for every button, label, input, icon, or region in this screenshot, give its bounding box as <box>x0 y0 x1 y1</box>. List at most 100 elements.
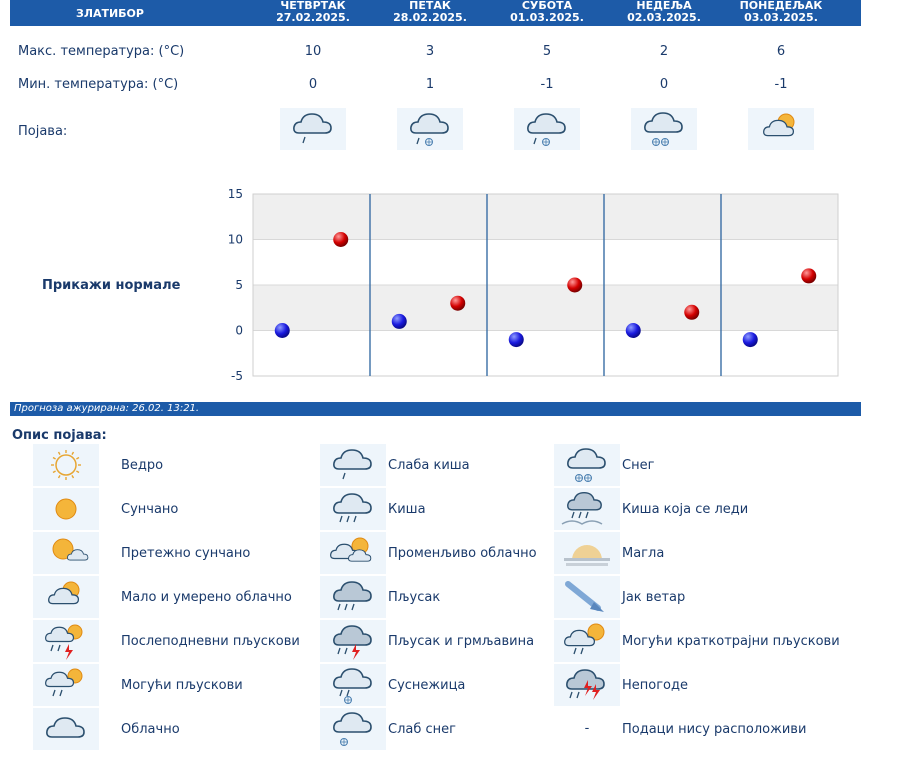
legend-label: Непогоде <box>622 678 688 693</box>
legend-label: Променљиво облачно <box>388 546 537 561</box>
light-snow-icon <box>320 708 386 750</box>
min-temp-value: 0 <box>308 77 318 92</box>
mostly-sunny-icon <box>33 532 99 574</box>
snow-icon <box>631 108 697 150</box>
rain-snow-icon <box>514 108 580 150</box>
strong-wind-icon <box>554 576 620 618</box>
legend-label: Могући пљускови <box>121 678 243 693</box>
legend-label: Слаб снег <box>388 722 456 737</box>
day-header: ПЕТАК 28.02.2025. <box>375 0 485 24</box>
day-date: 03.03.2025. <box>744 11 818 24</box>
location-name: ЗЛАТИБОР <box>76 7 144 20</box>
clear-icon <box>33 444 99 486</box>
y-tick-label: 5 <box>235 278 243 292</box>
shower-icon <box>320 576 386 618</box>
day-date: 02.03.2025. <box>627 11 701 24</box>
day-name: ПЕТАК <box>409 0 451 12</box>
possible-showers-icon <box>33 664 99 706</box>
day-name: ЧЕТВРТАК <box>280 0 346 12</box>
snow-icon <box>554 444 620 486</box>
max-temp-point <box>333 232 349 247</box>
day-header: СУБОТА 01.03.2025. <box>492 0 602 24</box>
legend-label: Киша <box>388 502 426 517</box>
chart-band <box>253 194 838 240</box>
min-temp-value: 0 <box>659 77 669 92</box>
max-temp-point <box>801 268 817 284</box>
day-name: ПОНЕДЕЉАК <box>739 0 823 12</box>
chart-band <box>253 239 838 285</box>
cloudy-icon <box>33 708 99 750</box>
chart-band <box>253 285 838 331</box>
brief-showers-icon <box>554 620 620 662</box>
forecast-header-bar <box>10 0 861 26</box>
day-header: ПОНЕДЕЉАК 03.03.2025. <box>726 0 836 24</box>
legend-label: Киша која се леди <box>622 502 749 517</box>
min-temp-value: -1 <box>774 77 788 92</box>
min-temp-point <box>742 332 758 348</box>
chart-frame <box>252 193 839 377</box>
rain-icon <box>320 488 386 530</box>
phenomena-label: Појава: <box>18 124 68 139</box>
y-tick-label: 0 <box>235 324 243 338</box>
day-header: НЕДЕЉА 02.03.2025. <box>609 0 719 24</box>
legend-label: Послеподневни пљускови <box>121 634 300 649</box>
sleet-icon <box>320 664 386 706</box>
y-tick-label: 10 <box>228 233 243 247</box>
day-name: НЕДЕЉА <box>636 0 692 12</box>
max-temp-value: 3 <box>425 44 435 59</box>
legend-label: Облачно <box>121 722 180 737</box>
min-temp-value: 1 <box>425 77 435 92</box>
storm-icon <box>554 664 620 706</box>
day-header: ЧЕТВРТАК 27.02.2025. <box>258 0 368 24</box>
variable-cloudy-icon <box>320 532 386 574</box>
legend-label: Суснежица <box>388 678 466 693</box>
legend-label: Пљусак и грмљавина <box>388 634 535 649</box>
day-date: 28.02.2025. <box>393 11 467 24</box>
legend-label: Ведро <box>121 458 164 473</box>
max-temp-value: 10 <box>304 44 322 59</box>
fog-icon <box>554 532 620 574</box>
legend-label: Мало и умерено облачно <box>121 590 292 605</box>
sunny-icon <box>33 488 99 530</box>
max-temp-point <box>567 277 583 293</box>
legend-label: Пљусак <box>388 590 441 605</box>
y-tick-label: 15 <box>228 187 243 201</box>
max-temp-point <box>684 304 700 320</box>
legend-title: Опис појава: <box>12 428 107 443</box>
afternoon-showers-icon <box>33 620 99 662</box>
min-temp-point <box>391 313 407 329</box>
legend-label: Слаба киша <box>388 458 470 473</box>
day-date: 01.03.2025. <box>510 11 584 24</box>
y-tick-label: -5 <box>231 369 243 383</box>
light-rain-icon <box>320 444 386 486</box>
chart-band <box>253 330 838 376</box>
max-temp-value: 2 <box>659 44 669 59</box>
min-temp-label: Мин. температура: (°C) <box>18 77 179 92</box>
min-temp-point <box>274 323 290 338</box>
forecast-updated: Прогноза ажурирана: 26.02. 13:21. <box>10 402 861 416</box>
legend-label: Могући краткотрајни пљускови <box>622 634 840 649</box>
temperature-chart: 15 10 5 0 -5 <box>228 187 839 383</box>
partly-cloudy-icon <box>748 108 814 150</box>
legend-label: Сунчано <box>121 502 179 517</box>
min-temp-point <box>508 332 524 348</box>
max-temp-label: Макс. температура: (°C) <box>18 44 185 59</box>
rain-snow-icon <box>397 108 463 150</box>
legend-label: Магла <box>622 546 665 561</box>
day-date: 27.02.2025. <box>276 11 350 24</box>
thunder-shower-icon <box>320 620 386 662</box>
min-temp-point <box>625 323 641 338</box>
show-normals-link[interactable]: Прикажи нормале <box>42 278 181 293</box>
legend-label: Јак ветар <box>622 590 686 605</box>
partly-cloudy-icon <box>33 576 99 618</box>
legend-label: Снег <box>622 458 655 473</box>
no-data-dash: - <box>584 721 590 736</box>
day-name: СУБОТА <box>521 0 573 12</box>
max-temp-value: 6 <box>776 44 786 59</box>
max-temp-value: 5 <box>542 44 552 59</box>
min-temp-value: -1 <box>540 77 554 92</box>
freezing-rain-icon <box>554 488 620 530</box>
legend-label: Претежно сунчано <box>121 546 251 561</box>
light-rain-icon <box>280 108 346 150</box>
max-temp-point <box>450 295 466 311</box>
